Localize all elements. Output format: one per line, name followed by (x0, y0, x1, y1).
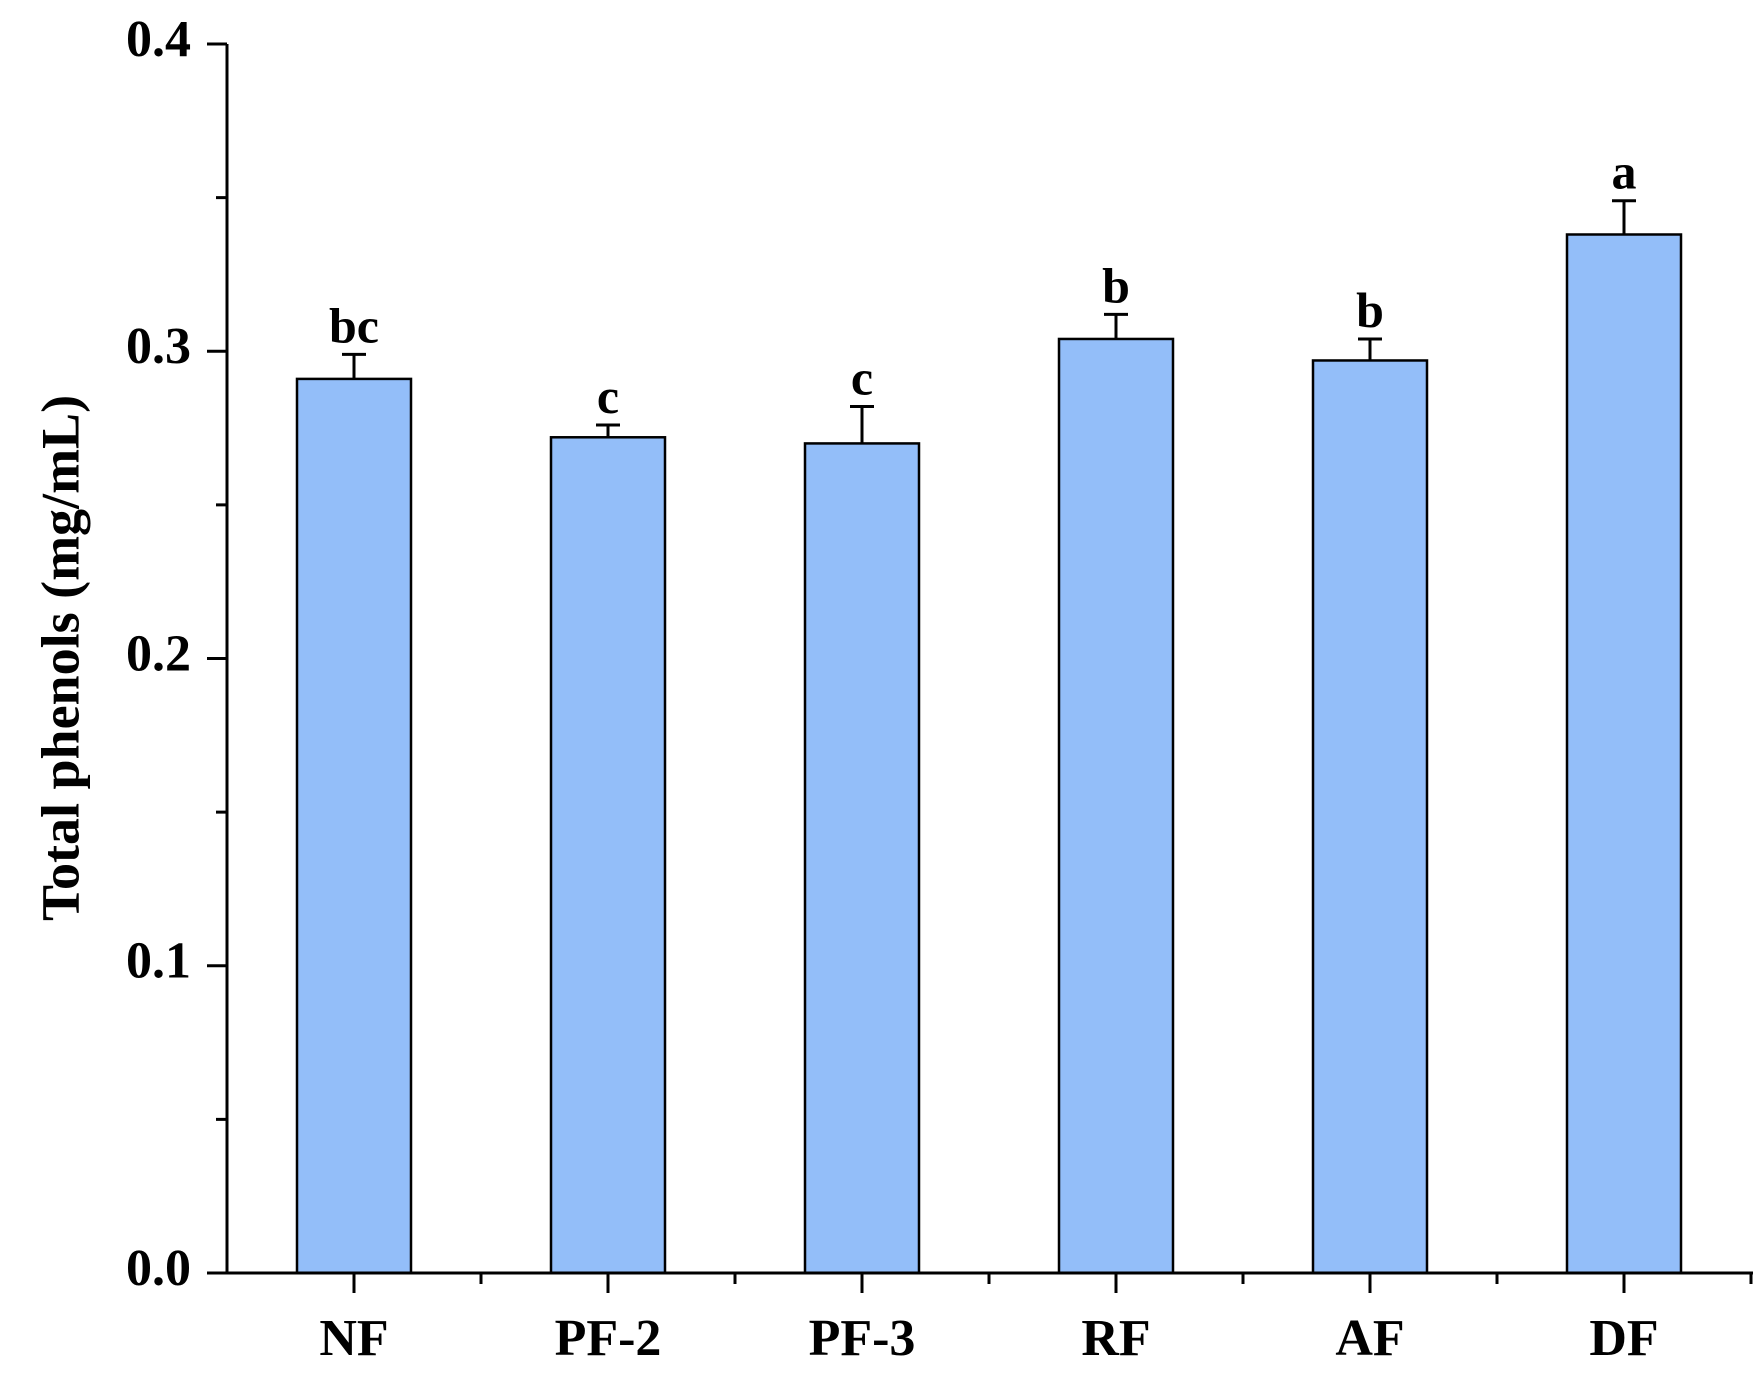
x-tick-label: RF (1081, 1310, 1150, 1367)
significance-label: b (1356, 282, 1384, 338)
bar-nf (295, 377, 413, 1275)
y-tick-label: 0.3 (126, 318, 191, 375)
bar-df (1565, 233, 1683, 1275)
y-axis-label: Total phenols (mg/mL) (30, 395, 90, 921)
x-tick-label: DF (1589, 1310, 1658, 1367)
significance-label: b (1102, 257, 1130, 313)
axes-layer (225, 44, 1753, 1275)
y-tick-label: 0.1 (126, 933, 191, 990)
bar-af (1311, 359, 1429, 1275)
y-tick-label: 0.4 (126, 11, 191, 68)
x-tick-label: PF-3 (809, 1310, 916, 1367)
significance-label: c (597, 368, 619, 424)
x-tick-label: NF (319, 1310, 388, 1367)
bars-layer (295, 233, 1683, 1275)
x-ticks-layer: NF PF-2 PF-3 RF AF DF (319, 1273, 1753, 1367)
significance-label: c (851, 350, 873, 406)
y-tick-label: 0.2 (126, 625, 191, 682)
x-tick-label: AF (1335, 1310, 1404, 1367)
bar-rf (1057, 337, 1175, 1275)
significance-label: a (1612, 144, 1637, 200)
y-ticks-layer: 0.0 0.1 0.2 0.3 0.4 (126, 11, 227, 1297)
bar-pf-3 (803, 442, 921, 1275)
y-tick-label: 0.0 (126, 1240, 191, 1297)
significance-label: bc (329, 297, 379, 353)
error-bars-layer (342, 199, 1636, 444)
x-tick-label: PF-2 (555, 1310, 662, 1367)
bar-pf-2 (549, 436, 667, 1275)
significance-labels-layer: bc c c b b a (329, 144, 1637, 424)
